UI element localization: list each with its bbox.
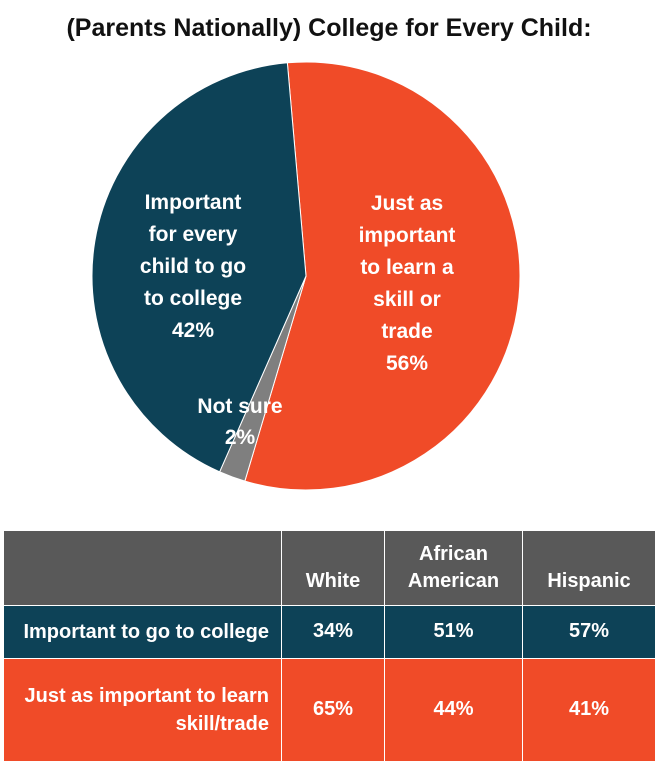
header-african-american: African American: [384, 530, 523, 606]
row-label: Just as important to learn skill/trade: [3, 657, 282, 763]
chart-title: (Parents Nationally) College for Every C…: [66, 14, 592, 42]
pie-slice: [244, 61, 521, 491]
slice-label-line: to college: [144, 287, 242, 310]
slice-label-line: Just as: [371, 192, 443, 215]
slice-label-line: Important: [145, 191, 242, 214]
pie-chart: Just as important to learn a skill or trade 5…: [91, 61, 521, 491]
slice-label: Just as important to learn a skill or trade 5…: [359, 192, 456, 375]
cell-value: 51%: [384, 605, 523, 659]
slice-label-line: 56%: [386, 352, 428, 375]
table-header-row: White African American Hispanic: [3, 530, 656, 606]
slice-label-line: 42%: [172, 319, 214, 342]
cell-value: 65%: [281, 657, 385, 763]
slice-label-line: trade: [381, 320, 432, 343]
header-hispanic: Hispanic: [522, 530, 656, 606]
slice-label: Important for every child to go to college 4…: [140, 191, 246, 342]
pie-slice: [91, 62, 307, 473]
slice-label-line: important: [359, 224, 456, 247]
table-row: Just as important to learn skill/trade 6…: [3, 657, 656, 763]
cell-value: 44%: [384, 657, 523, 763]
table-row: Important to go to college 34% 51% 57%: [3, 605, 656, 659]
slice-label-line: for every: [149, 223, 238, 246]
cell-value: 57%: [522, 605, 656, 659]
cell-value: 41%: [522, 657, 656, 763]
cell-value: 34%: [281, 605, 385, 659]
header-empty-cell: [3, 530, 282, 606]
slice-label: Not sure 2%: [197, 395, 282, 449]
slice-label-line: Not sure: [197, 395, 282, 418]
slice-label-line: skill or: [373, 288, 441, 311]
slice-label-line: 2%: [225, 426, 256, 449]
row-label: Important to go to college: [3, 605, 282, 659]
header-white: White: [281, 530, 385, 606]
demographic-breakdown-table: White African American Hispanic Importan…: [3, 530, 656, 763]
slice-label-line: child to go: [140, 255, 246, 278]
slice-label-line: to learn a: [360, 256, 454, 279]
